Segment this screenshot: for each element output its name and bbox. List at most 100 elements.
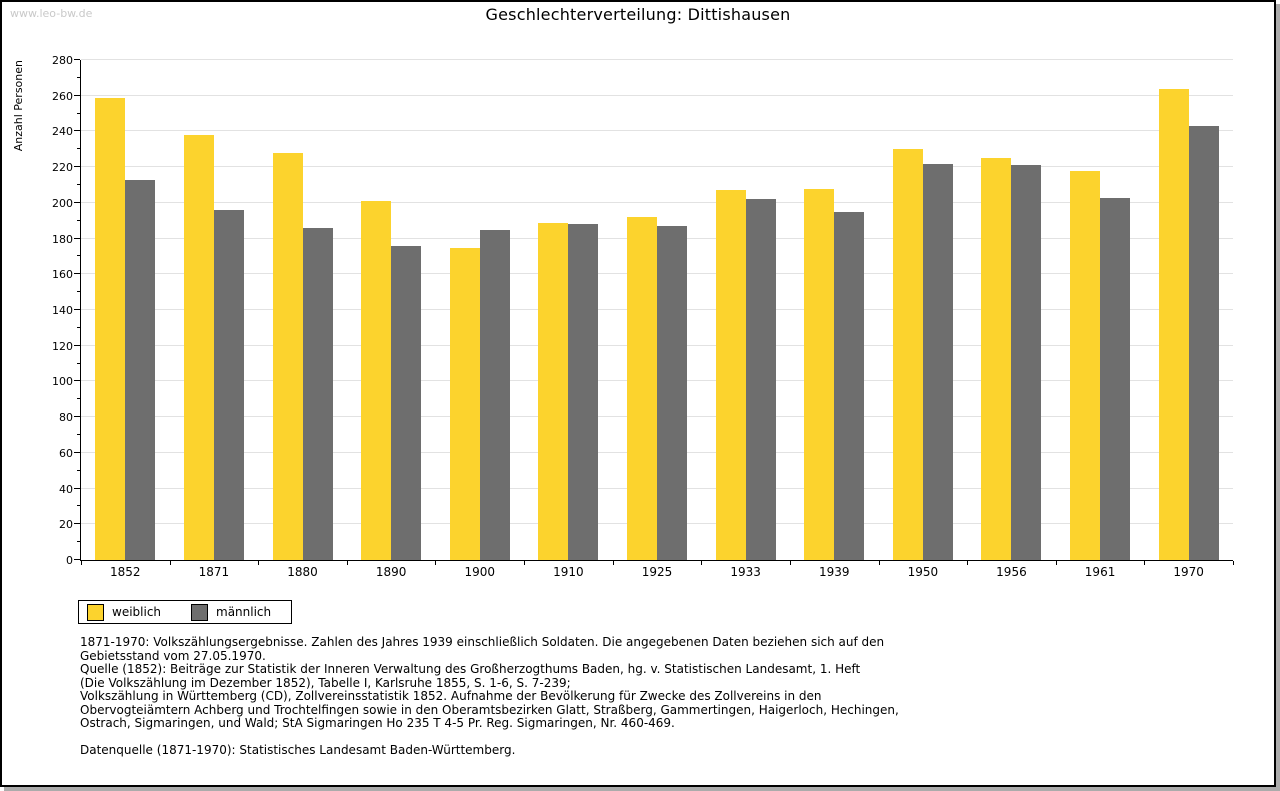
x-boundary-tick-5 — [524, 561, 526, 565]
x-axis-label-1956: 1956 — [996, 565, 1027, 579]
x-boundary-tick-1 — [169, 561, 171, 565]
x-boundary-tick-0 — [81, 561, 82, 565]
y-axis-label: Anzahl Personen — [12, 60, 25, 152]
footnotes: 1871-1970: Volkszählungsergebnisse. Zahl… — [80, 635, 899, 757]
bar-weiblich-1939 — [804, 188, 835, 560]
watermark: www.leo-bw.de — [10, 7, 93, 20]
y-minor-tick-30 — [77, 505, 80, 507]
bar-weiblich-1880 — [272, 152, 303, 560]
y-minor-tick-250 — [77, 112, 80, 114]
datasource-line: Datenquelle (1871-1970): Statistisches L… — [80, 742, 516, 757]
y-tick-260 — [74, 94, 80, 96]
y-minor-tick-270 — [77, 76, 80, 78]
bar-männlich-1950 — [922, 163, 953, 560]
bar-weiblich-1961 — [1070, 170, 1101, 560]
x-boundary-tick-8 — [789, 561, 791, 565]
y-tick-label-160: 160 — [52, 268, 73, 282]
bar-männlich-1939 — [834, 211, 865, 560]
x-axis-label-1852: 1852 — [110, 565, 141, 579]
y-tick-label-60: 60 — [59, 446, 73, 460]
y-tick-280 — [74, 59, 80, 60]
bar-männlich-1880 — [302, 227, 333, 560]
y-tick-label-100: 100 — [52, 375, 73, 389]
bar-weiblich-1890 — [361, 201, 392, 560]
y-minor-tick-10 — [77, 541, 80, 543]
bar-weiblich-1950 — [892, 149, 923, 560]
x-boundary-tick-12 — [1144, 561, 1146, 565]
x-axis-label-1961: 1961 — [1084, 565, 1116, 579]
bar-weiblich-1925 — [627, 217, 657, 560]
y-tick-160 — [74, 273, 80, 275]
y-minor-tick-70 — [77, 434, 80, 435]
y-minor-tick-110 — [77, 362, 80, 364]
y-tick-label-120: 120 — [52, 339, 73, 353]
plot-area: 0 20 40 60 80 100 120 140 160 180 200 220 240 260 280 1… — [52, 54, 1234, 579]
bar-männlich-1890 — [391, 245, 422, 560]
y-tick-40 — [74, 487, 80, 489]
bar-männlich-1871 — [213, 210, 244, 560]
bar-männlich-1933 — [745, 199, 776, 560]
x-axis-label-1900: 1900 — [464, 565, 496, 579]
y-tick-140 — [74, 309, 80, 310]
legend-box: weiblich männlich — [78, 600, 292, 624]
y-minor-tick-150 — [77, 291, 80, 293]
x-axis-label-1925: 1925 — [641, 565, 673, 579]
y-tick-label-220: 220 — [52, 161, 73, 175]
bar-männlich-1925 — [657, 226, 687, 560]
bar-männlich-1852 — [125, 179, 156, 560]
legend-swatch-weiblich — [87, 603, 104, 621]
y-minor-tick-230 — [77, 148, 80, 150]
legend-swatch-maennlich — [191, 603, 208, 621]
x-boundary-tick-13 — [1233, 561, 1234, 565]
x-axis-label-1939: 1939 — [818, 565, 850, 579]
y-minor-tick-210 — [77, 184, 80, 185]
y-tick-80 — [74, 416, 80, 418]
y-tick-label-180: 180 — [52, 232, 73, 246]
x-boundary-tick-10 — [967, 561, 969, 565]
footnote-line: Obervogteiämtern Achberg und Trochtelfin… — [80, 702, 899, 717]
bar-weiblich-1956 — [981, 158, 1012, 560]
x-boundary-tick-2 — [258, 561, 260, 565]
footnote-gap — [80, 731, 899, 744]
x-axis-label-1950: 1950 — [907, 565, 939, 579]
bar-männlich-1970 — [1188, 126, 1219, 560]
y-tick-label-40: 40 — [59, 482, 73, 496]
y-minor-tick-90 — [77, 398, 80, 400]
y-tick-label-240: 240 — [52, 125, 73, 139]
gridline-260 — [81, 94, 1233, 96]
x-axis-label-1890: 1890 — [375, 565, 407, 579]
y-tick-label-260: 260 — [52, 89, 73, 103]
x-axis-label-1910: 1910 — [553, 565, 584, 579]
x-boundary-tick-6 — [612, 561, 614, 565]
x-boundary-tick-3 — [346, 561, 348, 565]
y-tick-240 — [74, 130, 80, 132]
x-axis-label-1880: 1880 — [287, 565, 318, 579]
y-tick-20 — [74, 523, 80, 525]
x-axis-label-1933: 1933 — [730, 565, 761, 579]
bar-männlich-1956 — [1011, 165, 1042, 560]
y-tick-label-200: 200 — [52, 196, 73, 210]
x-boundary-tick-11 — [1055, 561, 1057, 565]
legend-item-weiblich: weiblich — [87, 601, 161, 623]
x-boundary-tick-4 — [435, 561, 437, 565]
chart-title: Geschlechterverteilung: Dittishausen — [485, 5, 791, 24]
bar-weiblich-1900 — [449, 247, 480, 560]
y-minor-tick-50 — [77, 469, 80, 471]
y-tick-label-0: 0 — [66, 554, 73, 567]
footnote-line: 1871-1970: Volkszählungsergebnisse. Zahl… — [80, 635, 885, 649]
y-minor-tick-190 — [77, 219, 80, 221]
legend-label-maennlich: männlich — [216, 605, 272, 619]
gridline-280 — [81, 59, 1233, 60]
y-tick-0 — [74, 559, 80, 560]
y-tick-label-20: 20 — [59, 518, 73, 532]
y-minor-tick-170 — [77, 255, 80, 257]
bar-männlich-1961 — [1100, 197, 1131, 560]
legend-item-maennlich: männlich — [191, 601, 271, 623]
x-axis-label-1970: 1970 — [1173, 565, 1204, 579]
gridline-220 — [81, 166, 1233, 168]
x-boundary-tick-9 — [878, 561, 880, 565]
footnote-line: Quelle (1852): Beiträge zur Statistik de… — [80, 662, 861, 676]
y-tick-100 — [74, 380, 80, 382]
